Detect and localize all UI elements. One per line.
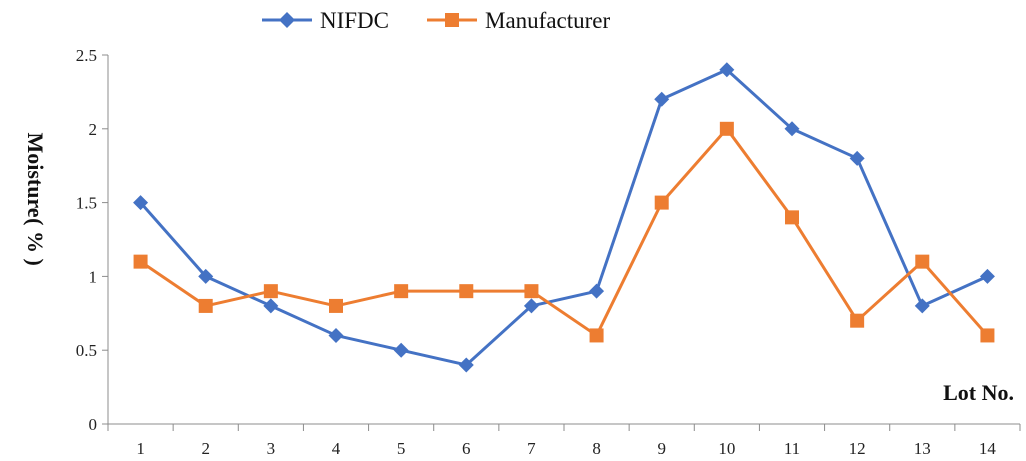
- x-tick-label: 6: [462, 439, 471, 458]
- x-tick-label: 2: [201, 439, 210, 458]
- y-tick-label: 2.5: [76, 46, 97, 65]
- x-tick-label: 10: [718, 439, 735, 458]
- data-point-nifdc: [719, 62, 735, 78]
- series-line-nifdc: [139, 68, 989, 367]
- legend-item-nifdc: NIFDC: [262, 8, 389, 33]
- x-tick-label: 7: [527, 439, 536, 458]
- y-tick-label: 2: [89, 120, 98, 139]
- legend-marker-manufacturer: [445, 13, 459, 27]
- y-axis-title-line-2: ( % ): [23, 218, 48, 266]
- data-point-nifdc: [328, 327, 344, 343]
- legend-label-nifdc: NIFDC: [320, 8, 389, 33]
- data-point-nifdc: [589, 283, 605, 299]
- y-tick-label: 1: [89, 267, 98, 286]
- y-axis-title: Moisture ( % ): [23, 132, 48, 265]
- data-point-manufacturer: [719, 121, 734, 136]
- y-axis-title-line-1: Moisture: [23, 132, 48, 217]
- data-point-nifdc: [458, 357, 474, 373]
- data-point-nifdc: [654, 91, 670, 107]
- y-tick-label: 0.5: [76, 341, 97, 360]
- x-tick-label: 4: [332, 439, 341, 458]
- data-point-manufacturer: [394, 284, 409, 299]
- data-point-nifdc: [914, 298, 930, 314]
- x-tick-label: 14: [979, 439, 997, 458]
- data-point-manufacturer: [980, 328, 995, 343]
- data-point-nifdc: [849, 150, 865, 166]
- legend-label-manufacturer: Manufacturer: [485, 8, 610, 33]
- x-tick-label: 9: [657, 439, 666, 458]
- data-point-manufacturer: [524, 284, 539, 299]
- x-tick-label: 1: [136, 439, 145, 458]
- data-point-manufacturer: [850, 313, 865, 328]
- data-point-nifdc: [784, 121, 800, 137]
- x-tick-label: 13: [914, 439, 931, 458]
- data-point-manufacturer: [459, 284, 474, 299]
- plot-area: 00.511.522.51 2 3 4 5 6 7 8 9 10 11 12 13 14: [76, 46, 1021, 458]
- x-tick-label: 12: [849, 439, 866, 458]
- data-point-manufacturer: [329, 298, 343, 313]
- data-point-nifdc: [979, 268, 995, 284]
- legend: NIFDC Manufacturer: [262, 8, 610, 33]
- x-tick-label: 8: [592, 439, 601, 458]
- data-point-nifdc: [198, 268, 214, 284]
- data-point-manufacturer: [654, 195, 669, 210]
- y-tick-label: 0: [89, 415, 98, 434]
- data-point-manufacturer: [263, 284, 278, 299]
- x-tick-label: 5: [397, 439, 406, 458]
- data-point-nifdc: [393, 342, 409, 358]
- data-point-nifdc: [263, 298, 279, 314]
- legend-marker-nifdc: [279, 12, 295, 28]
- x-axis-title: Lot No.: [943, 380, 1014, 405]
- data-point-manufacturer: [785, 210, 799, 225]
- y-tick-label: 1.5: [76, 194, 97, 213]
- data-point-manufacturer: [198, 298, 213, 313]
- x-tick-label: 11: [784, 439, 800, 458]
- data-point-nifdc: [133, 195, 149, 211]
- data-point-manufacturer: [915, 254, 930, 269]
- data-point-nifdc: [523, 298, 539, 314]
- series-line-manufacturer: [139, 127, 989, 337]
- data-point-manufacturer: [589, 328, 604, 343]
- data-point-manufacturer: [133, 254, 148, 269]
- x-tick-label: 3: [267, 439, 276, 458]
- legend-item-manufacturer: Manufacturer: [427, 8, 610, 33]
